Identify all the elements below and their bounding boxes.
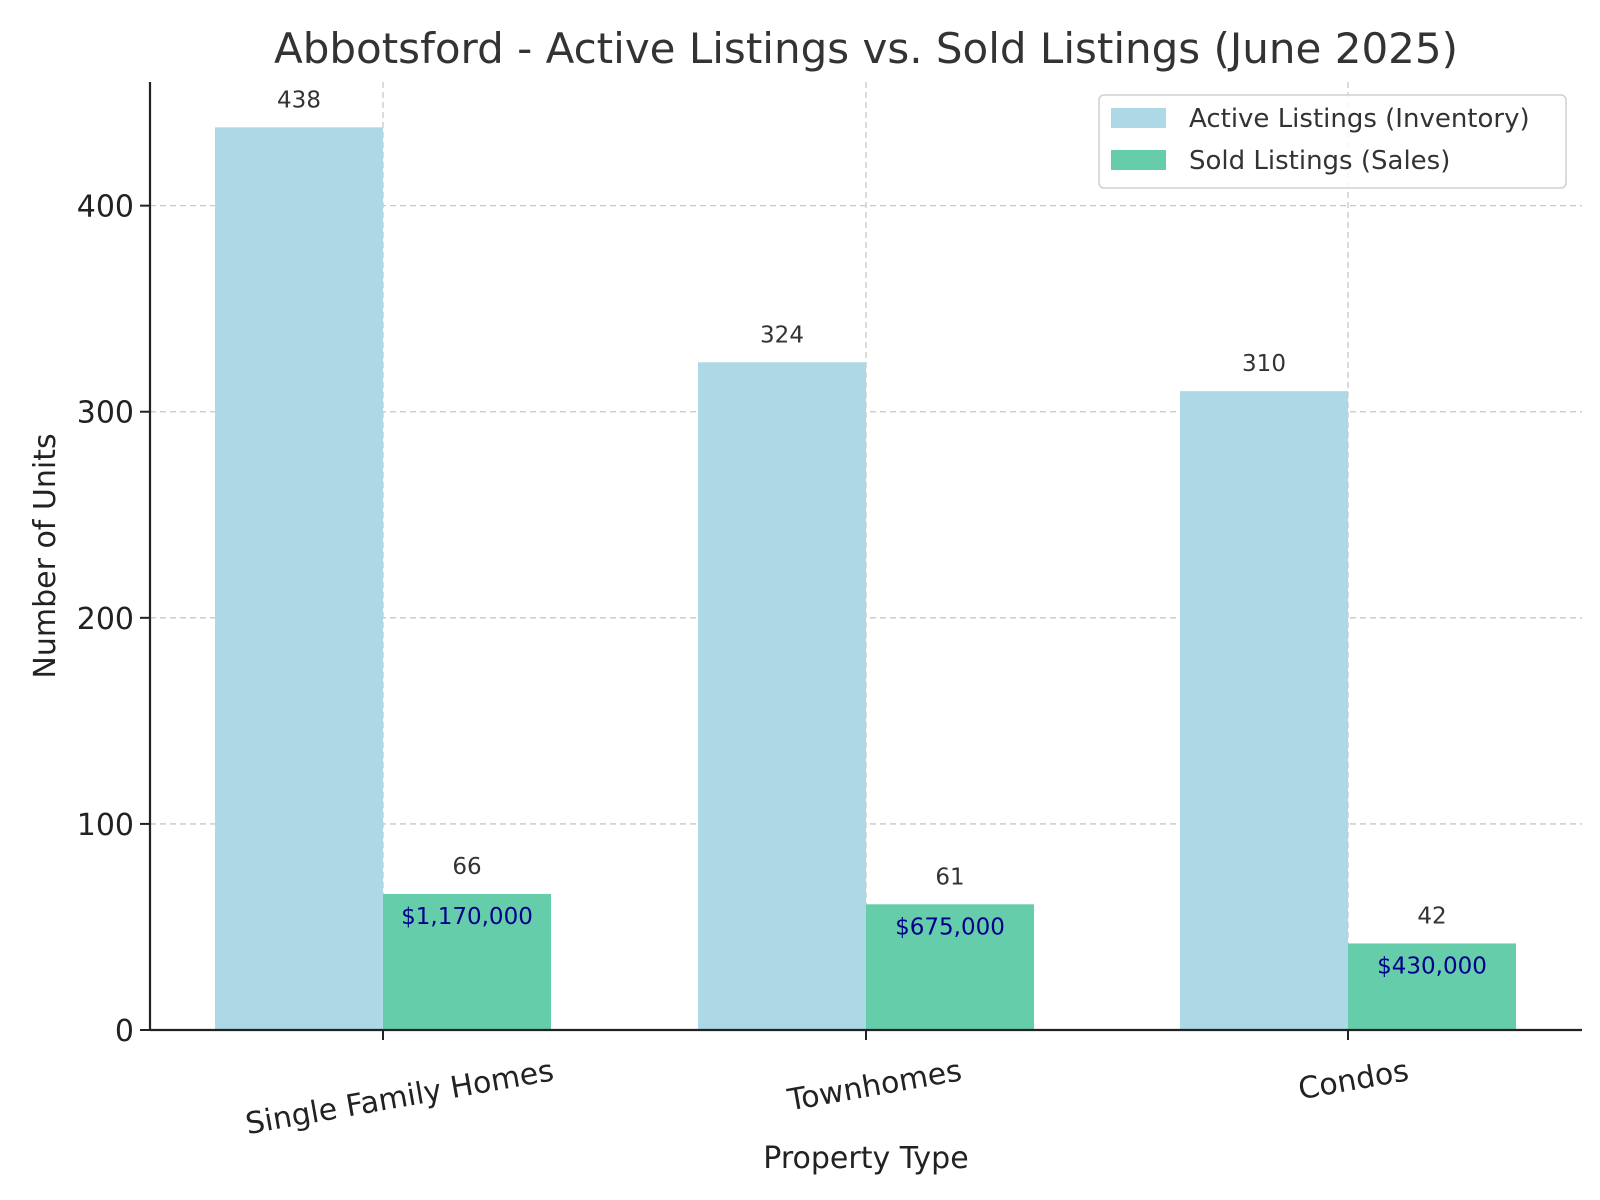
legend-swatch-1 <box>1111 150 1166 170</box>
x-category-label-1: Townhomes <box>784 1053 964 1118</box>
sold-value-label-0: 66 <box>452 854 481 880</box>
active-value-label-1: 324 <box>760 322 804 348</box>
x-category-label-2: Condos <box>1296 1053 1412 1107</box>
sold-value-label-2: 42 <box>1417 903 1446 929</box>
price-annotation-0: $1,170,000 <box>401 904 533 930</box>
price-annotation-2: $430,000 <box>1377 953 1487 979</box>
sold-bar-2 <box>1348 943 1516 1030</box>
sold-bar-1 <box>866 904 1034 1030</box>
sold-bar-0 <box>383 893 551 1030</box>
legend-label-1: Sold Listings (Sales) <box>1189 146 1450 176</box>
price-annotation-1: $675,000 <box>895 914 1005 940</box>
y-tick-label-0: 0 <box>115 1014 134 1049</box>
active-value-label-0: 438 <box>277 87 321 113</box>
y-tick-label-200: 200 <box>77 602 134 637</box>
y-tick-label-300: 300 <box>77 396 134 431</box>
active-value-label-2: 310 <box>1242 351 1286 377</box>
y-tick-label-400: 400 <box>77 190 134 225</box>
y-tick-label-100: 100 <box>77 808 134 843</box>
x-category-label-0: Single Family Homes <box>243 1053 556 1142</box>
active-bar-2 <box>1180 391 1348 1030</box>
data-labels-layer: 438 324 310 66 $1,170,000 61 $675,000 42 $430,00… <box>277 87 1487 979</box>
y-axis-title: Number of Units <box>28 433 63 678</box>
bars-layer <box>215 127 1516 1031</box>
chart-title: Abbotsford - Active Listings vs. Sold Li… <box>274 24 1458 73</box>
legend-label-0: Active Listings (Inventory) <box>1189 104 1530 134</box>
x-axis-title: Property Type <box>763 1141 968 1176</box>
active-bar-1 <box>698 362 866 1030</box>
legend-swatch-0 <box>1111 108 1166 128</box>
legend: Active Listings (Inventory) Sold Listings… <box>1098 94 1567 189</box>
legend-box <box>1098 94 1567 189</box>
active-bar-0 <box>215 127 383 1031</box>
sold-value-label-1: 61 <box>935 864 964 890</box>
